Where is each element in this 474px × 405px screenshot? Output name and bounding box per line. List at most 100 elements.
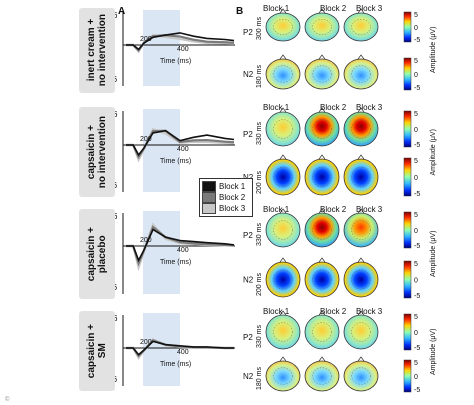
component-label: P2 (243, 130, 253, 139)
block-header: Block 2 (320, 307, 347, 316)
time-window-band (143, 211, 180, 294)
topomap-contour (351, 322, 371, 342)
block-header: Block 1 (263, 103, 290, 112)
x-tick-label: 400 (177, 46, 189, 53)
topomap-head (304, 360, 340, 392)
topomap-contour (273, 119, 293, 139)
topomap-nose (318, 208, 326, 214)
topomap-head (304, 12, 340, 42)
colorbar-tick: 5 (414, 360, 418, 367)
colorbar (403, 110, 412, 148)
topomap-contour (273, 367, 293, 385)
component-label: N2 (243, 70, 254, 79)
legend-label: Block 1 (219, 182, 246, 191)
colorbar-tick: -5 (414, 387, 420, 394)
topomap-contour (351, 220, 371, 240)
topomap-head (343, 360, 379, 392)
latency-label: 180 ms (256, 367, 263, 390)
topomap-nose (318, 54, 326, 60)
component-label: N2 (243, 276, 254, 285)
block-header: Block 1 (263, 205, 290, 214)
colorbar-tick: -5 (414, 345, 420, 352)
colorbar-label: Amplitude (μV) (430, 129, 437, 175)
colorbar-tick: 0 (414, 374, 418, 381)
topomap-contour (312, 269, 332, 290)
topomap-contour (312, 119, 332, 139)
colorbar-tick: 0 (414, 278, 418, 285)
topomap-head (304, 158, 340, 196)
x-axis-label: Time (ms) (160, 361, 191, 368)
topomap-nose (357, 257, 365, 263)
topomap-contour (351, 65, 371, 83)
colorbar-tick: 0 (414, 228, 418, 235)
copyright: © (5, 397, 10, 403)
topomap-contour (312, 166, 332, 188)
time-window-band (143, 10, 180, 86)
latency-label: 180 ms (256, 65, 263, 88)
y-tick-label: 6 (113, 11, 118, 20)
topomap-nose (357, 8, 365, 14)
topomap-head (265, 12, 301, 42)
colorbar-tick: -5 (414, 243, 420, 250)
topomap-nose (357, 356, 365, 362)
topomap-nose (279, 208, 287, 214)
colorbar (403, 359, 412, 393)
topomap-head (343, 58, 379, 90)
time-window-band (143, 109, 180, 192)
block-header: Block 1 (263, 307, 290, 316)
topomap-contour (312, 367, 332, 385)
colorbar-tick: -5 (414, 293, 420, 300)
condition-label-3: capsaicin + placebo (79, 209, 115, 299)
topomap-head (343, 314, 379, 350)
topomap-head (304, 111, 340, 147)
legend-swatch (202, 181, 216, 192)
topomap-contour (312, 322, 332, 342)
colorbar-label: Amplitude (μV) (430, 231, 437, 277)
topomap-head (343, 212, 379, 248)
condition-row (122, 310, 412, 393)
topomap-head (265, 360, 301, 392)
x-axis-label: Time (ms) (160, 259, 191, 266)
x-tick-label: 400 (177, 247, 189, 254)
block-header: Block 2 (320, 4, 347, 13)
topomap-nose (318, 257, 326, 263)
legend-swatch (202, 192, 216, 203)
legend-item: Block 3 (202, 203, 250, 214)
topomap-contour (273, 322, 293, 342)
condition-label-2: capsaicin + no intervention (79, 107, 115, 197)
condition-label-text: capsaicin + no intervention (86, 115, 108, 189)
condition-row (122, 8, 412, 91)
topomap-nose (357, 154, 365, 160)
topomap-contour (351, 367, 371, 385)
panel-letter-b: B (236, 6, 244, 17)
topomap-nose (279, 154, 287, 160)
colorbar (403, 313, 412, 351)
legend-item: Block 2 (202, 192, 250, 203)
y-tick-label: 6 (113, 110, 118, 119)
latency-label: 200 ms (256, 171, 263, 194)
block-header: Block 2 (320, 205, 347, 214)
latency-label: 330 ms (256, 122, 263, 145)
colorbar-tick: 5 (414, 261, 418, 268)
topomap-head (265, 58, 301, 90)
component-label: N2 (243, 173, 254, 182)
x-tick-label: 200 (140, 339, 152, 346)
topomap-nose (357, 107, 365, 113)
topomap-nose (357, 310, 365, 316)
colorbar (403, 260, 412, 299)
topomap-head (265, 212, 301, 248)
legend: Block 1 Block 2 Block 3 (199, 178, 253, 217)
erp-waveform (126, 32, 235, 51)
panel-letter-a: A (118, 6, 126, 17)
component-label: P2 (243, 333, 253, 342)
x-tick-label: 400 (177, 146, 189, 153)
x-tick-label: 200 (140, 136, 152, 143)
topomap-nose (279, 356, 287, 362)
colorbar-tick: 0 (414, 72, 418, 79)
topomap-contour (273, 19, 293, 35)
legend-item: Block 1 (202, 181, 250, 192)
topomap-nose (279, 257, 287, 263)
component-label: N2 (243, 372, 254, 381)
topomap-contour (273, 65, 293, 83)
